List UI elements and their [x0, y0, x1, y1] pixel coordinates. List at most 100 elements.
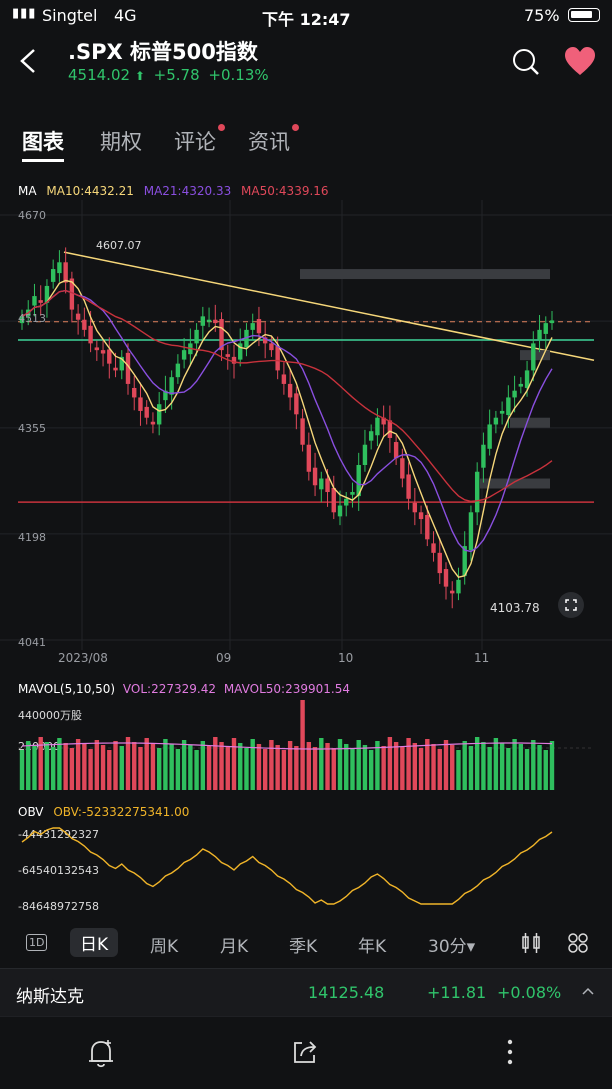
period-year[interactable]: 年K [358, 937, 387, 957]
stock-title: .SPX 标普500指数 [68, 40, 258, 64]
up-arrow-icon: ⬆ [134, 69, 145, 83]
volume-bar [375, 741, 380, 790]
search-icon[interactable] [510, 46, 542, 78]
volume-profile-zone [300, 269, 550, 280]
volume-bar [381, 746, 386, 790]
current-price: 4514.02 [68, 66, 131, 84]
volume-bar [481, 742, 486, 790]
candle [200, 316, 206, 326]
volume-bar [63, 743, 68, 790]
price-tick: 4513 [18, 312, 46, 325]
ma-legend: MA MA10:4432.21 MA21:4320.33 MA50:4339.1… [18, 184, 335, 198]
volume-bar [425, 739, 430, 790]
obv-chart [21, 827, 553, 905]
status-bar: ▮▮▮ Singtel 4G 下午 12:47 75% [0, 0, 612, 32]
volume-bar [144, 738, 149, 790]
volume-bar [499, 743, 505, 790]
tab-comments[interactable]: 评论 [174, 130, 216, 154]
volume-bar [344, 744, 349, 790]
candle [206, 319, 212, 322]
nasdaq-ticker[interactable]: 纳斯达克 14125.48 +11.81 +0.08% [0, 968, 612, 1017]
news-badge [292, 124, 299, 131]
volume-bar [113, 741, 118, 790]
ma21-value: MA21:4320.33 [143, 184, 232, 198]
period-30min[interactable]: 30分▾ [428, 937, 476, 957]
volume-bar [150, 743, 156, 790]
battery-percent: 75% [524, 6, 560, 25]
volume-bar [244, 748, 249, 790]
volume-bar [493, 738, 499, 790]
candle [75, 313, 81, 320]
volume-bar [50, 747, 56, 790]
period-day[interactable]: 日K [70, 928, 119, 957]
tab-news[interactable]: 资讯 [248, 130, 290, 154]
fullscreen-icon[interactable] [558, 592, 584, 618]
volume-bar [518, 744, 524, 790]
volume-bar [38, 737, 43, 790]
share-icon[interactable] [290, 1037, 320, 1067]
volume-bar [94, 740, 100, 790]
candle [481, 444, 486, 468]
candle [425, 515, 430, 540]
candle [256, 319, 262, 334]
volume-bar [119, 746, 124, 790]
candle [163, 390, 168, 401]
obv-tick: -64540132543 [18, 864, 99, 877]
candle [169, 377, 174, 395]
candle [82, 319, 87, 330]
grid-layout-icon[interactable] [567, 932, 589, 954]
period-1d[interactable]: 1D [26, 934, 48, 951]
volume-bar [75, 739, 81, 790]
volume-bar [69, 748, 75, 790]
more-options-icon[interactable] [500, 1037, 520, 1067]
volume-bar [200, 741, 206, 790]
volume-bar [294, 746, 299, 790]
obv-value: OBV:-52332275341.00 [53, 805, 190, 819]
candle-settings-icon[interactable] [520, 932, 542, 954]
add-alert-bell-icon[interactable] [86, 1037, 116, 1069]
nasdaq-name: 纳斯达克 [16, 987, 84, 1007]
volume-bar [256, 744, 262, 790]
battery-icon [568, 8, 600, 22]
trend-line [63, 251, 595, 362]
volume-bar [393, 742, 399, 790]
candle [175, 363, 181, 378]
candle [113, 367, 118, 371]
candle [107, 349, 112, 364]
carrier-label: Singtel [42, 6, 98, 25]
period-month[interactable]: 月K [220, 937, 249, 957]
price-tick: 4041 [18, 636, 46, 649]
favorite-heart-icon[interactable] [563, 46, 597, 78]
candle [50, 269, 56, 282]
period-bar: 1D 日K 周K 月K 季K 年K 30分▾ [0, 924, 612, 964]
candlestick-chart[interactable] [0, 200, 612, 670]
volume-profile-zone [510, 417, 550, 428]
network-label: 4G [114, 6, 137, 25]
volume-bar [462, 741, 467, 790]
tab-chart[interactable]: 图表 [22, 126, 64, 162]
candle [375, 417, 380, 436]
period-quarter[interactable]: 季K [289, 937, 318, 957]
signal-icon: ▮▮▮ [12, 6, 37, 21]
volume-bar [132, 742, 137, 790]
chevron-up-icon[interactable] [580, 983, 596, 999]
volume-bar [88, 749, 93, 790]
nasdaq-change: +11.81 [427, 983, 487, 1002]
tab-options[interactable]: 期权 [100, 130, 142, 154]
candle [125, 352, 131, 384]
candle [393, 442, 399, 459]
volume-bar [400, 747, 405, 790]
back-arrow-icon[interactable] [14, 46, 44, 76]
candle [524, 370, 530, 388]
period-week[interactable]: 周K [150, 937, 179, 957]
candle [337, 505, 343, 517]
candle [325, 478, 330, 493]
volume-chart [18, 700, 594, 790]
volume-bar [269, 740, 274, 790]
candle [381, 417, 386, 425]
candle [194, 329, 199, 344]
candle [412, 502, 418, 513]
volume-bar [250, 739, 255, 790]
mavol-label: MAVOL(5,10,50) [18, 682, 116, 696]
volume-bar [213, 737, 218, 790]
